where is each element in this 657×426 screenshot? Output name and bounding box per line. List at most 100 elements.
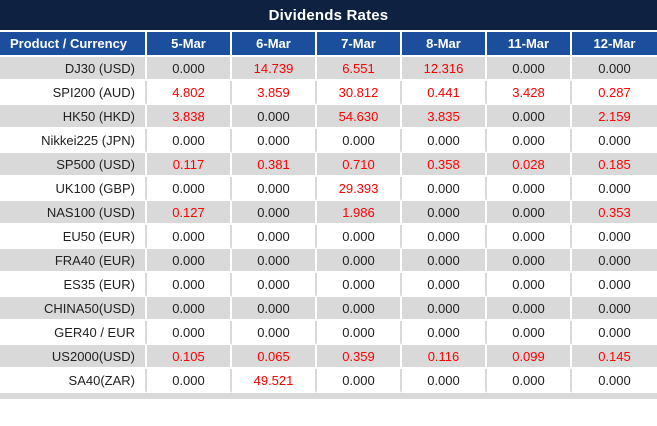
value-cell: 0.105 xyxy=(147,345,232,369)
value-cell: 0.000 xyxy=(232,177,317,201)
value-cell: 0.000 xyxy=(572,129,657,153)
value-cell: 0.000 xyxy=(487,105,572,129)
column-header-5-mar: 5-Mar xyxy=(147,32,232,57)
value-cell: 3.838 xyxy=(147,105,232,129)
value-cell: 0.000 xyxy=(487,321,572,345)
next-row-peek xyxy=(0,393,657,399)
value-cell: 0.358 xyxy=(402,153,487,177)
product-cell: EU50 (EUR) xyxy=(0,225,147,249)
value-cell: 3.428 xyxy=(487,81,572,105)
value-cell: 0.127 xyxy=(147,201,232,225)
column-header-7-mar: 7-Mar xyxy=(317,32,402,57)
value-cell: 0.710 xyxy=(317,153,402,177)
value-cell: 0.000 xyxy=(487,57,572,81)
value-cell: 0.000 xyxy=(147,57,232,81)
value-cell: 0.000 xyxy=(232,273,317,297)
value-cell: 0.000 xyxy=(572,249,657,273)
table-row: FRA40 (EUR) 0.000 0.000 0.000 0.000 0.000 0.00… xyxy=(0,249,657,273)
value-cell: 0.000 xyxy=(317,273,402,297)
value-cell: 0.000 xyxy=(147,369,232,393)
table-row: Nikkei225 (JPN) 0.000 0.000 0.000 0.000 0.000… xyxy=(0,129,657,153)
value-cell: 0.000 xyxy=(572,57,657,81)
value-cell: 0.381 xyxy=(232,153,317,177)
value-cell: 0.000 xyxy=(487,249,572,273)
value-cell: 0.000 xyxy=(402,321,487,345)
product-cell: US2000(USD) xyxy=(0,345,147,369)
value-cell: 0.000 xyxy=(232,249,317,273)
value-cell: 0.000 xyxy=(402,249,487,273)
table-row: US2000(USD) 0.105 0.065 0.359 0.116 0.099 0.14… xyxy=(0,345,657,369)
product-cell: DJ30 (USD) xyxy=(0,57,147,81)
value-cell: 0.000 xyxy=(317,225,402,249)
table-row: SP500 (USD) 0.117 0.381 0.710 0.358 0.028 0.18… xyxy=(0,153,657,177)
value-cell: 0.000 xyxy=(232,105,317,129)
table-body: DJ30 (USD) 0.000 14.739 6.551 12.316 0.000 0.0… xyxy=(0,57,657,393)
value-cell: 0.000 xyxy=(232,297,317,321)
value-cell: 0.000 xyxy=(487,273,572,297)
table-row: HK50 (HKD) 3.838 0.000 54.630 3.835 0.000 2.15… xyxy=(0,105,657,129)
value-cell: 29.393 xyxy=(317,177,402,201)
product-cell: GER40 / EUR xyxy=(0,321,147,345)
value-cell: 12.316 xyxy=(402,57,487,81)
value-cell: 0.000 xyxy=(402,225,487,249)
product-cell: SA40(ZAR) xyxy=(0,369,147,393)
product-cell: NAS100 (USD) xyxy=(0,201,147,225)
product-cell: SPI200 (AUD) xyxy=(0,81,147,105)
value-cell: 3.835 xyxy=(402,105,487,129)
value-cell: 0.000 xyxy=(147,225,232,249)
column-header-11-mar: 11-Mar xyxy=(487,32,572,57)
value-cell: 2.159 xyxy=(572,105,657,129)
value-cell: 0.353 xyxy=(572,201,657,225)
value-cell: 0.185 xyxy=(572,153,657,177)
table-row: SPI200 (AUD) 4.802 3.859 30.812 0.441 3.428 0.… xyxy=(0,81,657,105)
value-cell: 0.000 xyxy=(147,177,232,201)
value-cell: 0.000 xyxy=(487,129,572,153)
value-cell: 3.859 xyxy=(232,81,317,105)
value-cell: 0.000 xyxy=(402,297,487,321)
value-cell: 0.000 xyxy=(572,225,657,249)
value-cell: 0.000 xyxy=(487,177,572,201)
value-cell: 0.000 xyxy=(232,321,317,345)
value-cell: 0.000 xyxy=(402,369,487,393)
value-cell: 0.099 xyxy=(487,345,572,369)
value-cell: 1.986 xyxy=(317,201,402,225)
value-cell: 0.145 xyxy=(572,345,657,369)
value-cell: 0.000 xyxy=(232,225,317,249)
value-cell: 0.000 xyxy=(147,129,232,153)
table-row: DJ30 (USD) 0.000 14.739 6.551 12.316 0.000 0.0… xyxy=(0,57,657,81)
value-cell: 54.630 xyxy=(317,105,402,129)
value-cell: 0.000 xyxy=(317,129,402,153)
value-cell: 0.000 xyxy=(402,129,487,153)
column-header-8-mar: 8-Mar xyxy=(402,32,487,57)
value-cell: 0.000 xyxy=(147,273,232,297)
product-cell: CHINA50(USD) xyxy=(0,297,147,321)
value-cell: 0.000 xyxy=(317,297,402,321)
header-row: Product / Currency 5-Mar 6-Mar 7-Mar 8-M… xyxy=(0,32,657,57)
page-title: Dividends Rates xyxy=(268,6,389,24)
value-cell: 0.000 xyxy=(402,177,487,201)
value-cell: 0.000 xyxy=(487,201,572,225)
value-cell: 0.000 xyxy=(402,201,487,225)
value-cell: 49.521 xyxy=(232,369,317,393)
value-cell: 0.000 xyxy=(572,321,657,345)
value-cell: 0.441 xyxy=(402,81,487,105)
value-cell: 0.000 xyxy=(572,273,657,297)
column-header-product: Product / Currency xyxy=(0,32,147,57)
product-cell: FRA40 (EUR) xyxy=(0,249,147,273)
value-cell: 0.000 xyxy=(147,249,232,273)
product-cell: UK100 (GBP) xyxy=(0,177,147,201)
value-cell: 0.000 xyxy=(487,297,572,321)
value-cell: 0.000 xyxy=(147,321,232,345)
value-cell: 0.116 xyxy=(402,345,487,369)
value-cell: 30.812 xyxy=(317,81,402,105)
table-row: NAS100 (USD) 0.127 0.000 1.986 0.000 0.000 0.3… xyxy=(0,201,657,225)
table-row: UK100 (GBP) 0.000 0.000 29.393 0.000 0.000 0.0… xyxy=(0,177,657,201)
product-cell: HK50 (HKD) xyxy=(0,105,147,129)
value-cell: 0.000 xyxy=(317,321,402,345)
rates-table: Product / Currency 5-Mar 6-Mar 7-Mar 8-M… xyxy=(0,32,657,393)
value-cell: 0.028 xyxy=(487,153,572,177)
value-cell: 0.065 xyxy=(232,345,317,369)
table-row: EU50 (EUR) 0.000 0.000 0.000 0.000 0.000 0.000 xyxy=(0,225,657,249)
value-cell: 0.117 xyxy=(147,153,232,177)
